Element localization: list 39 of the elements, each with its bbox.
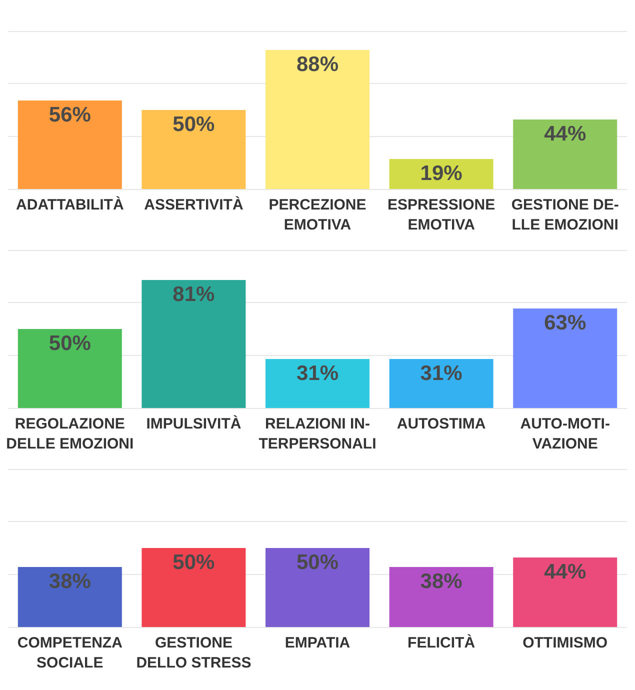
x-tick-label: AUTO-MOTI- VAZIONE [520,416,610,452]
data-label: 38% [420,570,463,593]
bar [142,110,246,189]
x-tick-label: ESPRESSIONE EMOTIVA [388,196,496,234]
bar [18,100,122,189]
bar [389,359,494,408]
data-label: 50% [172,551,216,574]
x-tick-label: IMPULSIVITÀ [146,414,242,432]
data-label: 31% [420,362,463,386]
bar [18,329,122,408]
data-label: 81% [172,283,216,306]
x-tick-label: RELAZIONI IN- TERPERSONALI [258,416,376,452]
data-label: 44% [544,122,586,146]
x-tick-label: ADATTABILITÀ [16,196,124,214]
bar [266,50,370,189]
x-tick-label: GESTIONE DE- LLE EMOZIONI [511,196,619,234]
x-tick-label: ASSERTIVITÀ [144,196,244,214]
data-label: 50% [296,551,339,574]
x-tick-label: GESTIONE DELLO STRESS [136,634,252,672]
bar [266,359,370,408]
data-label: 56% [48,104,92,127]
bar [142,280,246,408]
bar [513,308,618,408]
data-label: 38% [48,570,92,593]
x-tick-label: PERCEZIONE EMOTIVA [268,196,366,234]
x-tick-label: FELICITÀ [408,634,476,652]
x-tick-label: COMPETENZA SOCIALE [17,634,123,672]
data-label: 88% [296,52,339,76]
data-label: 44% [544,560,586,584]
bar [513,119,618,189]
x-tick-label: EMPATIA [284,634,350,652]
x-tick-label: OTTIMISMO [522,634,608,652]
data-label: 50% [172,113,216,136]
data-label: 63% [544,311,586,334]
data-label: 50% [48,332,92,355]
x-tick-label: REGOLAZIONE DELLE EMOZIONI [6,416,134,452]
data-label: 19% [420,162,463,185]
x-tick-label: AUTOSTIMA [396,416,486,432]
data-label: 31% [296,362,339,386]
